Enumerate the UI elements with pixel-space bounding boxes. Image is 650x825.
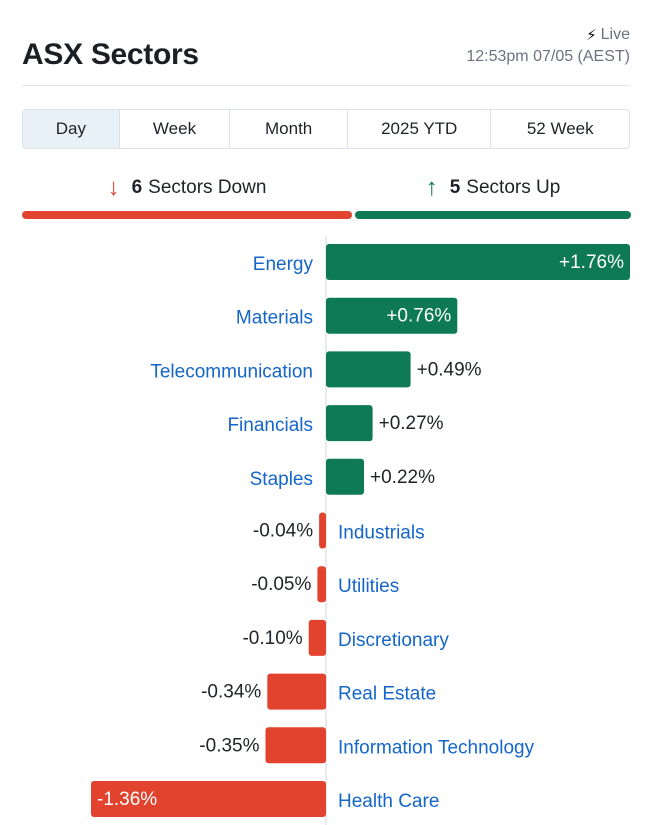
sector-label-information-technology[interactable]: Information Technology <box>338 737 535 758</box>
value-label-real-estate: -0.34% <box>201 682 261 703</box>
value-label-staples: +0.22% <box>370 467 435 488</box>
value-label-materials: +0.76% <box>386 306 451 327</box>
value-label-information-technology: -0.35% <box>199 735 259 756</box>
bar-health-care[interactable] <box>91 781 326 817</box>
tab-week[interactable]: Week <box>120 110 231 148</box>
bar-information-technology[interactable] <box>265 727 327 764</box>
sectors-up-bar <box>355 211 631 219</box>
sectors-down-bar <box>22 211 352 219</box>
bar-financials[interactable] <box>326 405 373 442</box>
period-tabs: Day Week Month 2025 YTD 52 Week <box>22 109 630 149</box>
sectors-down-summary: ↓ 6 Sectors Down <box>22 170 352 206</box>
sectors-down-count: 6 <box>131 177 143 198</box>
sector-label-materials[interactable]: Materials <box>236 308 313 329</box>
header: ASX Sectors ⚡︎ Live 12:53pm 07/05 (AEST) <box>22 22 630 86</box>
live-indicator: ⚡︎ Live <box>586 26 630 44</box>
value-label-financials: +0.27% <box>379 413 444 434</box>
tab-month[interactable]: Month <box>230 110 348 148</box>
value-label-telecommunication: +0.49% <box>417 359 482 380</box>
tab-day[interactable]: Day <box>23 110 120 148</box>
sectors-up-count: 5 <box>449 177 461 198</box>
bar-energy[interactable] <box>326 244 630 280</box>
tab-52-week[interactable]: 52 Week <box>526 119 594 138</box>
sector-label-discretionary[interactable]: Discretionary <box>338 630 449 651</box>
sectors-down-label: Sectors Down <box>148 177 267 198</box>
bar-real-estate[interactable] <box>267 673 327 710</box>
bar-telecommunication[interactable] <box>326 351 411 388</box>
tab-2025-ytd[interactable]: 2025 YTD <box>348 110 492 148</box>
sectors-up-summary: ↑ 5 Sectors Up <box>355 170 631 206</box>
value-label-industrials: -0.04% <box>253 521 313 542</box>
sector-label-health-care[interactable]: Health Care <box>338 791 439 812</box>
sector-label-staples[interactable]: Staples <box>250 469 313 490</box>
page-title: ASX Sectors <box>22 38 199 71</box>
arrow-down-icon: ↓ <box>107 174 120 201</box>
timestamp: 12:53pm 07/05 (AEST) <box>466 48 630 65</box>
bar-utilities[interactable] <box>317 566 326 603</box>
value-label-utilities: -0.05% <box>251 574 311 595</box>
arrow-up-icon: ↑ <box>425 174 438 201</box>
sector-label-energy[interactable]: Energy <box>253 254 314 275</box>
bar-industrials[interactable] <box>319 512 326 549</box>
lightning-bolt-icon: ⚡︎ <box>586 27 597 44</box>
bar-discretionary[interactable] <box>308 619 326 656</box>
bar-staples[interactable] <box>326 458 364 495</box>
bar-materials[interactable] <box>326 297 458 334</box>
sector-label-financials[interactable]: Financials <box>227 415 313 436</box>
sector-label-real-estate[interactable]: Real Estate <box>338 684 436 705</box>
sector-label-telecommunication[interactable]: Telecommunication <box>150 361 313 382</box>
sector-label-utilities[interactable]: Utilities <box>338 576 399 597</box>
sectors-up-label: Sectors Up <box>466 177 561 198</box>
sector-performance-chart: Energy +1.76% Materials +0.76% Telecommunica… <box>91 236 630 825</box>
live-label: Live <box>600 26 630 43</box>
value-label-discretionary: -0.10% <box>242 628 302 649</box>
sector-label-industrials[interactable]: Industrials <box>338 523 425 544</box>
value-label-energy: +1.76% <box>559 252 624 273</box>
value-label-health-care: -1.36% <box>97 789 157 810</box>
